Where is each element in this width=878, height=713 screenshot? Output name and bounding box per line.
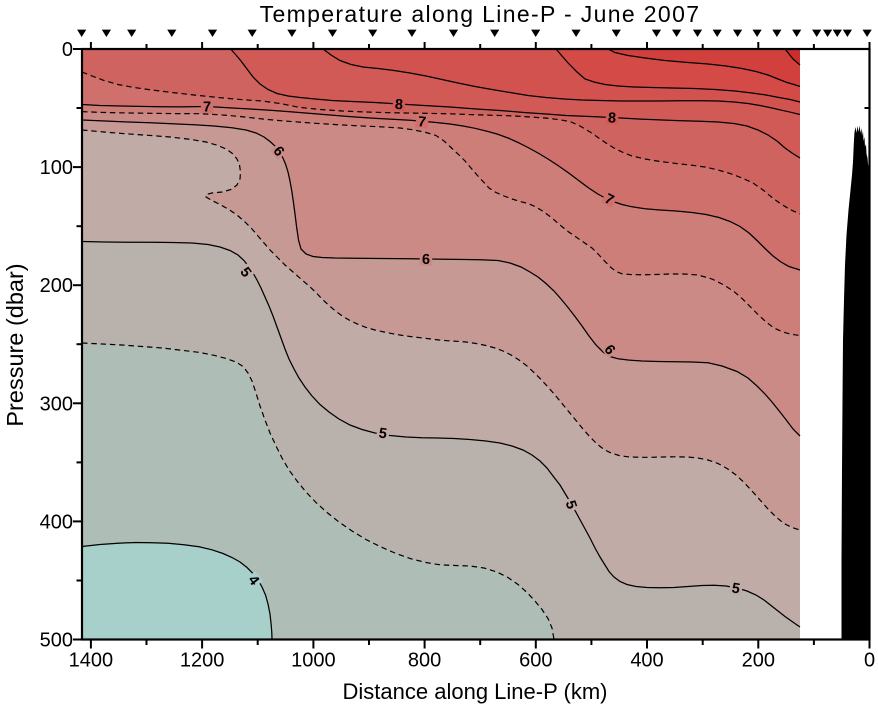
svg-text:1400: 1400 <box>69 650 114 672</box>
svg-text:Pressure (dbar): Pressure (dbar) <box>2 263 28 426</box>
svg-text:5: 5 <box>378 426 388 443</box>
svg-text:400: 400 <box>630 650 663 672</box>
svg-text:7: 7 <box>417 114 427 131</box>
svg-text:100: 100 <box>40 157 73 179</box>
svg-text:400: 400 <box>40 511 73 533</box>
svg-text:600: 600 <box>519 650 552 672</box>
svg-text:300: 300 <box>40 393 73 415</box>
svg-text:800: 800 <box>408 650 441 672</box>
svg-text:1000: 1000 <box>291 650 336 672</box>
svg-text:5: 5 <box>730 580 741 597</box>
svg-text:8: 8 <box>394 97 403 114</box>
svg-text:500: 500 <box>40 630 73 652</box>
svg-text:Distance along Line-P (km): Distance along Line-P (km) <box>343 679 608 704</box>
svg-text:8: 8 <box>607 110 616 126</box>
svg-text:7: 7 <box>203 100 211 116</box>
svg-text:0: 0 <box>62 39 73 61</box>
svg-text:0: 0 <box>864 650 875 672</box>
svg-text:1200: 1200 <box>180 650 225 672</box>
svg-text:6: 6 <box>422 252 430 268</box>
svg-text:200: 200 <box>40 275 73 297</box>
svg-text:200: 200 <box>742 650 775 672</box>
svg-text:Temperature along Line-P - Jun: Temperature along Line-P - June 2007 <box>260 1 701 27</box>
